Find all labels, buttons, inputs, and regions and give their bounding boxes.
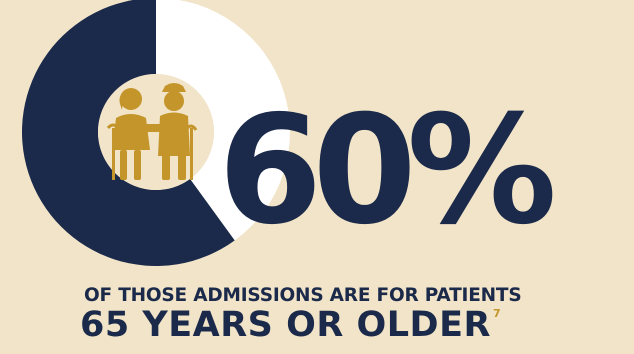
headline-text: 65 YEARS OR OLDER (80, 305, 491, 345)
footnote-marker: 7 (493, 307, 501, 320)
percent-value: 60% (218, 96, 547, 246)
subtitle-line: OF THOSE ADMISSIONS ARE FOR PATIENTS (84, 285, 596, 306)
headline: 65 YEARS OR OLDER 7 (80, 305, 501, 345)
